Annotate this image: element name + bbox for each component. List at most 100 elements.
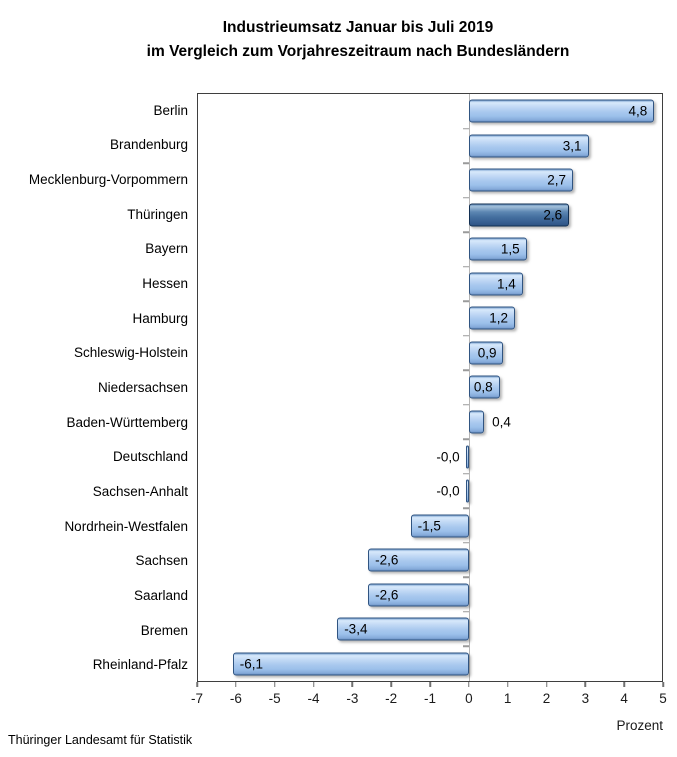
category-label: Hamburg — [132, 310, 188, 326]
x-axis-tick — [196, 682, 198, 687]
category-boundary-tick — [462, 645, 469, 648]
category-label: Baden-Württemberg — [66, 414, 188, 430]
category-label: Bayern — [145, 241, 188, 257]
category-boundary-tick — [462, 542, 469, 544]
category-boundary-tick — [462, 334, 469, 337]
category-label: Sachsen-Anhalt — [92, 483, 188, 499]
x-axis-tick — [235, 682, 237, 687]
x-axis-title: Prozent — [616, 718, 663, 733]
x-axis-tick — [312, 682, 315, 687]
category-label: Saarland — [133, 587, 188, 603]
bar-row: 2,6 — [198, 198, 662, 233]
category-label: Nordrhein-Westfalen — [64, 518, 188, 534]
bar-row: -0,0 — [198, 439, 662, 474]
value-label: -0,0 — [436, 483, 460, 499]
value-label: -2,6 — [375, 552, 399, 568]
bar-row: -3,4 — [198, 612, 662, 647]
x-axis-tick-label: -5 — [268, 691, 281, 706]
category-boundary-tick — [462, 127, 469, 130]
category-label: Berlin — [153, 102, 188, 118]
value-label: 2,6 — [543, 207, 563, 223]
value-label: -6,1 — [239, 656, 264, 672]
bar-row: 1,4 — [198, 267, 662, 302]
bar — [468, 375, 500, 399]
chart-title: Industrieumsatz Januar bis Juli 2019 im … — [39, 16, 677, 64]
chart-title-line2: im Vergleich zum Vorjahreszeitraum nach … — [146, 43, 570, 60]
bar — [468, 410, 485, 434]
value-label: 3,1 — [562, 138, 582, 154]
x-axis-tick-label: 0 — [465, 691, 473, 706]
value-label: 0,9 — [477, 345, 497, 361]
category-label: Hessen — [142, 276, 188, 292]
x-axis-tick-label: 2 — [542, 691, 551, 706]
category-label: Schleswig-Holstein — [73, 345, 188, 361]
x-axis-tick — [468, 682, 470, 687]
value-label: 1,4 — [497, 276, 516, 292]
plot-area: 4,8 3,1 2,7 2,6 1,5 1,4 1,2 0,9 0,8 0,4 -0,0 -0,0 -1… — [197, 93, 663, 682]
value-label: -1,5 — [417, 518, 441, 534]
x-axis-tick-label: -2 — [385, 691, 398, 706]
category-boundary-tick — [462, 611, 469, 613]
category-label: Niedersachsen — [97, 379, 188, 395]
source-note: Thüringer Landesamt für Statistik — [8, 733, 193, 747]
x-axis-tick-label: -3 — [346, 691, 359, 706]
plot-inner: 4,8 3,1 2,7 2,6 1,5 1,4 1,2 0,9 0,8 0,4 -0,0 -0,0 -1… — [198, 94, 662, 681]
category-boundary-tick — [462, 473, 469, 475]
bar — [468, 306, 516, 330]
value-label: 0,4 — [492, 414, 511, 430]
category-boundary-tick — [462, 300, 469, 302]
value-label: 2,7 — [547, 172, 567, 188]
bar-row: 1,2 — [198, 301, 662, 336]
category-label: Sachsen — [135, 553, 188, 569]
x-axis-tick — [623, 682, 625, 687]
x-axis: -7 -6 -5 -4 -3 -2 -1 0 1 2 3 4 5 — [191, 682, 667, 712]
value-label: -3,4 — [344, 621, 368, 637]
category-boundary-tick — [462, 265, 469, 268]
bar-row: 4,8 — [198, 94, 662, 129]
bar-row: -2,6 — [198, 577, 662, 612]
category-label: Mecklenburg-Vorpommern — [28, 172, 188, 188]
bar — [468, 134, 589, 158]
bar-row: -0,0 — [198, 474, 662, 509]
bar-row: -6,1 — [198, 646, 662, 681]
category-labels: Berlin Brandenburg Mecklenburg-Vorpommern T… — [0, 93, 188, 682]
x-axis-tick — [273, 682, 276, 687]
category-label: Thüringen — [127, 206, 188, 222]
x-axis-tick — [545, 682, 548, 687]
category-boundary-tick — [462, 231, 469, 233]
bar — [368, 583, 469, 607]
bar — [468, 203, 570, 227]
bar — [468, 99, 655, 123]
bar — [468, 168, 574, 192]
category-boundary-tick — [462, 438, 469, 441]
bar — [468, 237, 527, 261]
bar — [465, 445, 469, 469]
bar — [368, 548, 469, 572]
bar — [468, 272, 523, 296]
value-label: 1,5 — [500, 241, 520, 257]
value-label: 0,8 — [473, 379, 493, 395]
value-label: 4,8 — [628, 103, 648, 119]
bar-row: 3,1 — [198, 129, 662, 164]
bar — [337, 617, 469, 641]
x-axis-tick — [351, 682, 354, 687]
x-axis-tick — [429, 682, 431, 687]
value-label: 1,2 — [489, 310, 509, 326]
value-label: -2,6 — [375, 587, 399, 603]
category-boundary-tick — [462, 196, 469, 199]
bar-row: -1,5 — [198, 508, 662, 543]
category-label: Deutschland — [112, 449, 188, 465]
bar-row: 0,9 — [198, 336, 662, 371]
bar-row: 1,5 — [198, 232, 662, 267]
chart-title-line1: Industrieumsatz Januar bis Juli 2019 — [222, 19, 494, 36]
category-boundary-tick — [462, 507, 469, 510]
x-axis-tick — [662, 682, 664, 687]
x-axis-tick-label: 3 — [581, 691, 590, 706]
category-boundary-tick — [462, 404, 469, 406]
x-axis-tick — [390, 682, 392, 687]
x-axis-tick-label: -6 — [229, 691, 242, 706]
bar — [410, 514, 469, 538]
x-axis-tick-label: -1 — [423, 691, 437, 706]
x-axis-tick-label: 4 — [620, 691, 628, 706]
